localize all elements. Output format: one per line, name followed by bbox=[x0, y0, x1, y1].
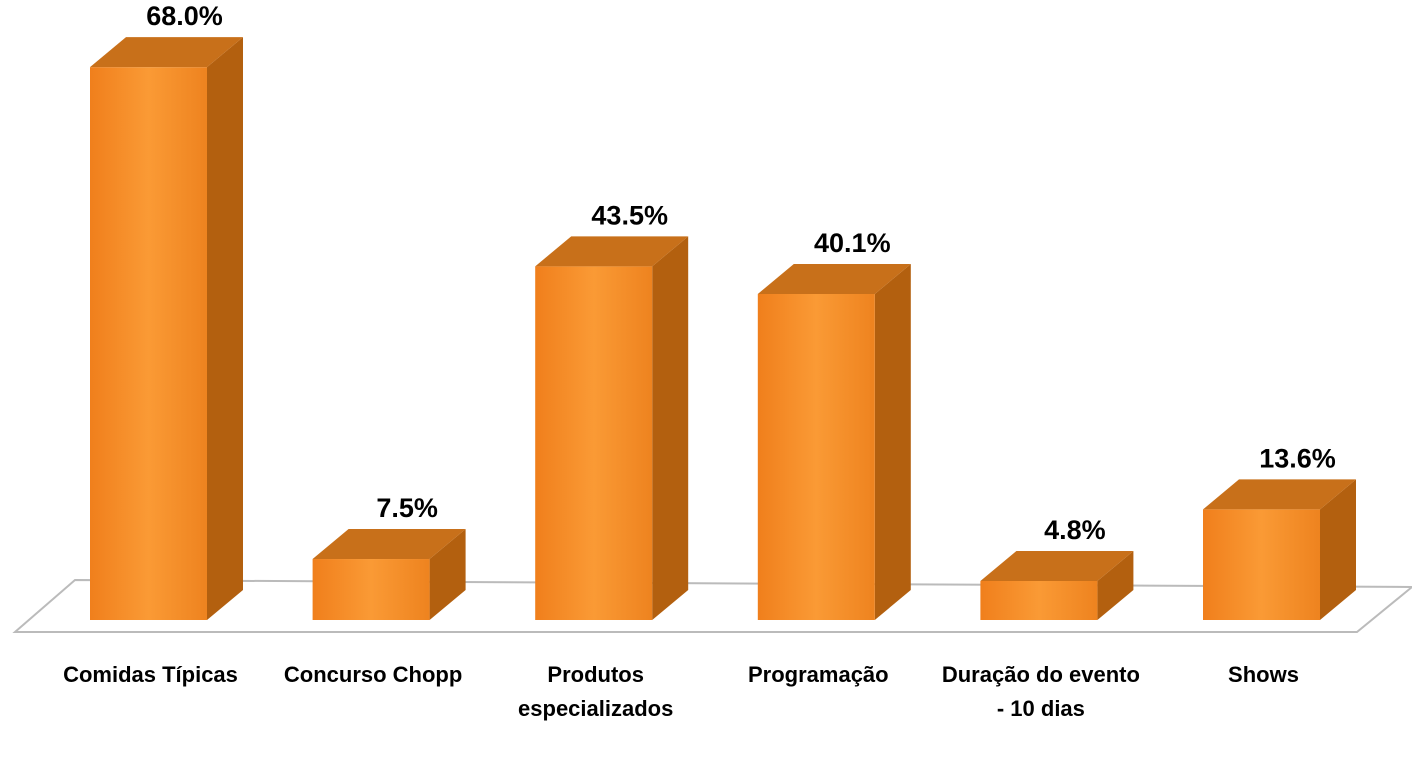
bar-top bbox=[535, 236, 689, 267]
x-tick-label: Programação bbox=[747, 662, 889, 687]
bar-top bbox=[980, 550, 1134, 581]
bar-side bbox=[429, 529, 466, 620]
data-label: 40.1% bbox=[814, 228, 891, 258]
data-label: 7.5% bbox=[376, 493, 438, 523]
data-label: 13.6% bbox=[1259, 443, 1336, 473]
bar bbox=[90, 67, 207, 620]
bar bbox=[535, 266, 653, 620]
bar bbox=[980, 580, 1098, 620]
x-tick-label: Produtos especializados bbox=[518, 662, 674, 721]
x-tick-label: Concurso Chopp bbox=[283, 662, 463, 687]
bar-top bbox=[1203, 479, 1356, 510]
bar-side bbox=[874, 263, 911, 620]
bar bbox=[312, 559, 430, 620]
bar-top bbox=[312, 529, 466, 560]
bar-side bbox=[652, 236, 689, 620]
bar bbox=[757, 293, 875, 620]
bar-side bbox=[207, 37, 243, 621]
bar-side bbox=[1320, 479, 1356, 620]
data-label: 4.8% bbox=[1044, 515, 1106, 545]
bar-top bbox=[90, 37, 243, 68]
bar-side bbox=[1097, 550, 1134, 620]
bar-top bbox=[757, 263, 911, 294]
x-tick-label: Comidas Típicas bbox=[63, 662, 238, 687]
data-label: 43.5% bbox=[591, 200, 668, 230]
data-label: 68.0% bbox=[146, 1, 223, 31]
x-tick-label: Duração do evento - 10 dias bbox=[941, 662, 1140, 721]
x-tick-label: Shows bbox=[1228, 662, 1299, 687]
bar bbox=[1203, 509, 1320, 620]
